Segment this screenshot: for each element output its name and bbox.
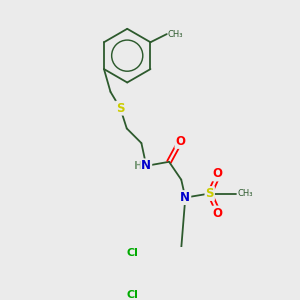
Text: CH₃: CH₃	[237, 189, 253, 198]
Text: N: N	[180, 191, 190, 204]
Text: H: H	[134, 161, 142, 171]
Text: CH₃: CH₃	[168, 30, 183, 39]
Text: S: S	[116, 102, 124, 115]
Text: Cl: Cl	[127, 248, 139, 258]
Text: O: O	[176, 135, 185, 148]
Text: O: O	[213, 206, 223, 220]
Text: Cl: Cl	[127, 290, 139, 300]
Text: N: N	[141, 159, 151, 172]
Text: O: O	[213, 167, 223, 181]
Text: S: S	[206, 187, 214, 200]
